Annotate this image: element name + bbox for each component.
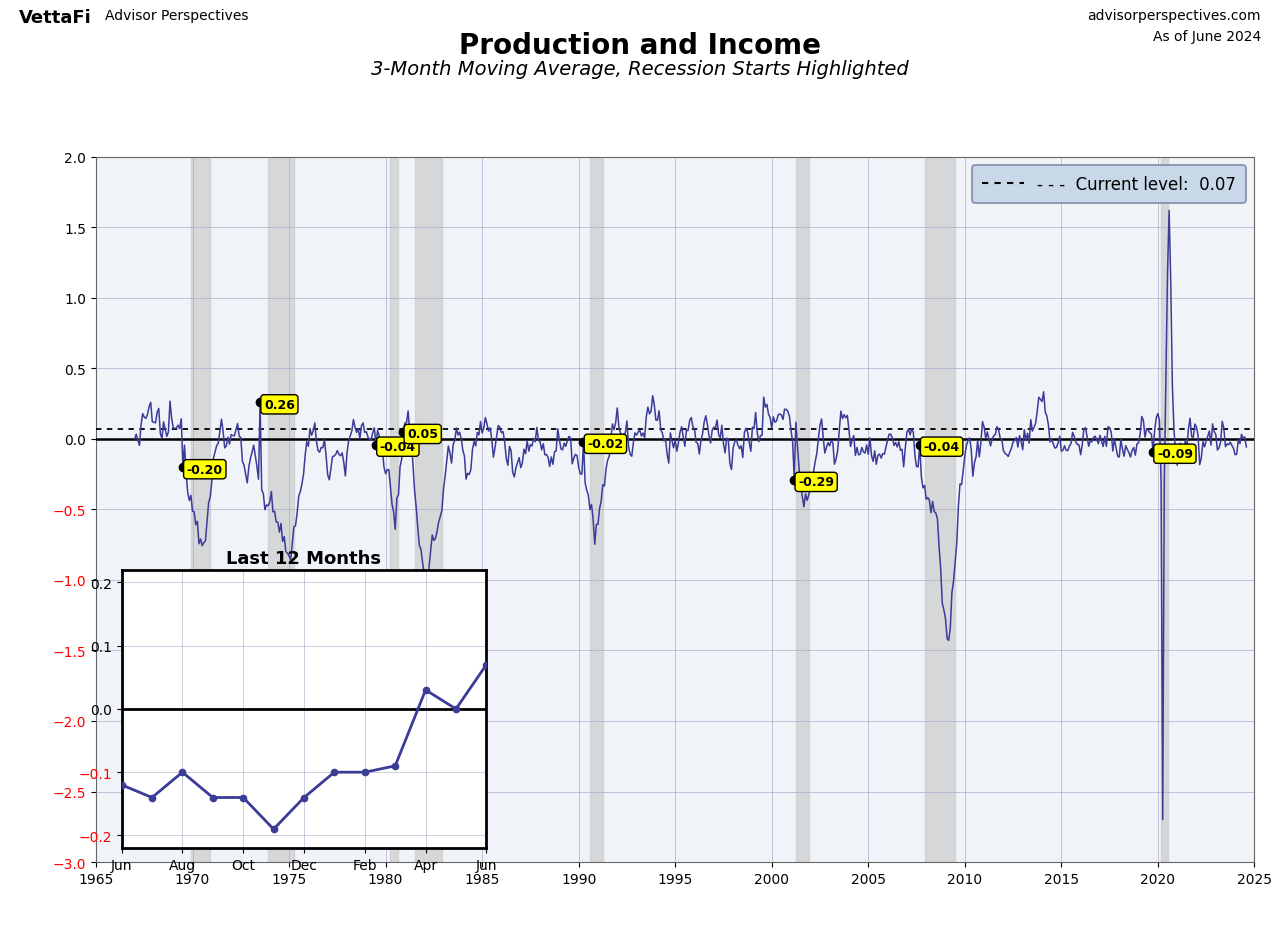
Text: 0.26: 0.26 [264, 399, 294, 412]
Text: Advisor Perspectives: Advisor Perspectives [105, 9, 248, 23]
Text: advisorperspectives.com: advisorperspectives.com [1087, 9, 1261, 23]
Bar [590, 158, 603, 862]
Text: -0.29: -0.29 [799, 476, 835, 489]
Bar [268, 158, 294, 862]
Text: -0.02: -0.02 [588, 438, 623, 451]
Text: -0.09: -0.09 [1157, 448, 1193, 461]
Bar [1161, 158, 1167, 862]
Text: -0.04: -0.04 [380, 440, 416, 453]
Bar [191, 158, 210, 862]
Text: -0.04: -0.04 [924, 440, 960, 453]
Text: VettaFi: VettaFi [19, 9, 92, 27]
Text: 0.05: 0.05 [407, 428, 438, 441]
Bar [924, 158, 955, 862]
Title: Last 12 Months: Last 12 Months [227, 549, 381, 567]
Bar [415, 158, 442, 862]
Text: Production and Income: Production and Income [460, 32, 820, 60]
Bar [796, 158, 809, 862]
Bar [390, 158, 398, 862]
Legend: - - -  Current level:  0.07: - - - Current level: 0.07 [973, 166, 1245, 204]
Text: 3-Month Moving Average, Recession Starts Highlighted: 3-Month Moving Average, Recession Starts… [371, 60, 909, 79]
Text: As of June 2024: As of June 2024 [1152, 30, 1261, 44]
Text: -0.20: -0.20 [187, 464, 223, 476]
